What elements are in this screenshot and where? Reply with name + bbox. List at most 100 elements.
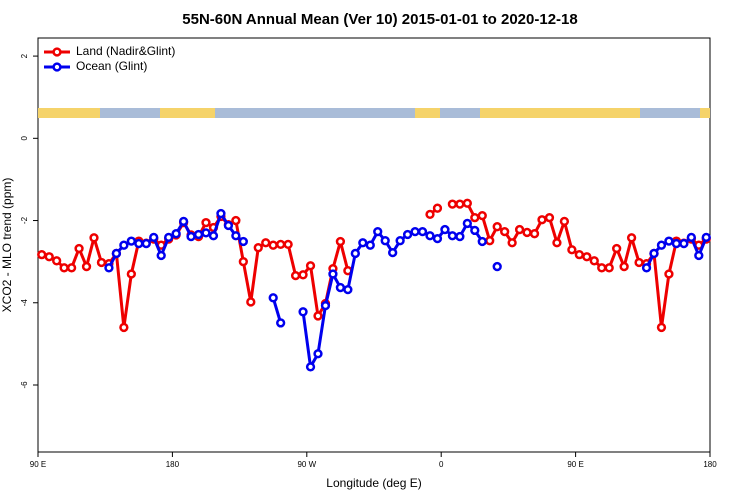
data-point [66, 263, 77, 273]
data-point [462, 218, 472, 229]
x-tick-label: 90 W [297, 460, 316, 469]
data-point [664, 269, 674, 279]
data-point [604, 263, 614, 273]
data-point [201, 217, 211, 228]
data-point [455, 199, 465, 209]
data-point [298, 270, 308, 280]
data-point [104, 263, 114, 273]
data-point [462, 198, 472, 208]
data-point [305, 362, 316, 372]
chart-title: 55N-60N Annual Mean (Ver 10) 2015-01-01 … [182, 11, 577, 28]
data-point [156, 250, 166, 261]
y-tick-label: 2 [20, 53, 29, 58]
data-point [305, 261, 316, 271]
data-point [641, 263, 652, 273]
data-point [238, 257, 248, 267]
data-point [544, 213, 555, 223]
data-point [119, 322, 129, 333]
data-point [694, 250, 704, 261]
x-tick-label: 90 E [30, 460, 46, 469]
data-point [126, 269, 136, 279]
data-point [186, 231, 196, 242]
data-point [656, 322, 667, 333]
data-point [201, 228, 211, 238]
data-point [514, 224, 525, 235]
data-point [44, 252, 54, 262]
data-point [81, 261, 92, 272]
data-point [223, 220, 234, 231]
data-point [686, 232, 696, 243]
data-point [350, 248, 360, 259]
data-point [238, 236, 248, 247]
data-point [193, 229, 204, 240]
data-point [388, 247, 398, 258]
x-axis-label: Longitude (deg E) [326, 476, 421, 490]
data-point [455, 231, 465, 242]
data-point [440, 224, 450, 235]
data-point [111, 248, 122, 259]
data-point [119, 240, 129, 250]
data-point [589, 256, 599, 266]
data-point [365, 240, 375, 250]
data-point [477, 210, 487, 221]
data-point [231, 215, 241, 226]
data-point [276, 318, 286, 328]
data-point [470, 213, 480, 223]
data-point [432, 233, 443, 244]
data-point [447, 199, 458, 209]
series-line [301, 221, 484, 369]
data-point [567, 245, 577, 255]
data-point [470, 225, 480, 236]
x-tick-label: 0 [439, 460, 444, 469]
legend-marker [52, 62, 62, 72]
data-point [500, 226, 510, 237]
data-point [283, 239, 293, 250]
y-tick-label: 0 [20, 136, 29, 141]
data-point [134, 238, 144, 249]
data-point [59, 263, 69, 273]
data-point [447, 231, 458, 241]
data-point [522, 227, 532, 238]
series-line [452, 201, 708, 329]
data-point [649, 248, 659, 259]
data-point [626, 233, 637, 243]
data-point [74, 243, 84, 254]
data-point [507, 238, 517, 248]
data-point [537, 215, 547, 225]
data-point [290, 270, 301, 281]
data-point [634, 257, 644, 268]
legend-label: Land (Nadir&Glint) [76, 44, 175, 58]
plot-frame [37, 37, 711, 453]
map-strip [38, 108, 710, 118]
data-point [529, 229, 540, 239]
data-point [612, 243, 622, 254]
x-tick-label: 90 E [567, 460, 583, 469]
data-point [485, 236, 495, 246]
data-point [178, 216, 189, 227]
data-point [216, 208, 226, 219]
data-point [664, 236, 674, 246]
data-point [582, 252, 592, 262]
data-point [402, 229, 413, 240]
data-point [164, 232, 174, 243]
data-point [126, 236, 136, 246]
data-point [37, 250, 47, 260]
data-point [149, 232, 159, 243]
data-point [298, 307, 308, 317]
data-point [425, 231, 435, 241]
data-point [701, 232, 711, 243]
data-point [619, 261, 629, 272]
data-point [410, 226, 420, 237]
data-point [425, 209, 435, 220]
data-point [432, 203, 443, 213]
data-point [335, 236, 346, 247]
x-tick-label: 180 [166, 460, 180, 469]
data-point [261, 238, 271, 248]
data-point [246, 297, 256, 307]
x-tick-label: 180 [703, 460, 717, 469]
data-point [141, 238, 151, 249]
data-point [335, 282, 346, 293]
data-point [597, 263, 607, 273]
y-tick-label: -2 [20, 216, 29, 224]
